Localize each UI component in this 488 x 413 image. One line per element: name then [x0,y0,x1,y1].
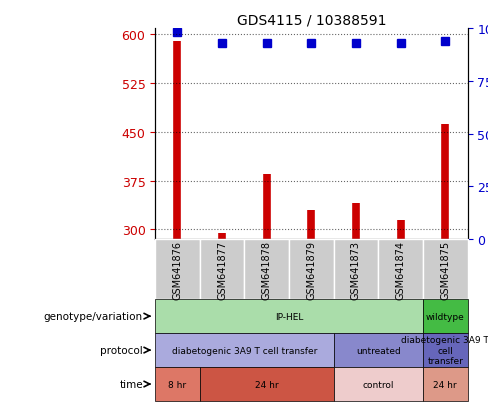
Text: GSM641879: GSM641879 [306,240,316,299]
Text: diabetogenic 3A9 T cell transfer: diabetogenic 3A9 T cell transfer [172,346,317,355]
Text: genotype/variation: genotype/variation [44,311,143,321]
Text: 8 hr: 8 hr [168,380,186,389]
Text: diabetogenic 3A9 T
cell
transfer: diabetogenic 3A9 T cell transfer [401,335,488,365]
Text: control: control [363,380,394,389]
Text: protocol: protocol [100,345,143,355]
Text: GSM641878: GSM641878 [262,240,272,299]
Text: 24 hr: 24 hr [433,380,457,389]
Text: wildtype: wildtype [426,312,465,321]
Text: 24 hr: 24 hr [255,380,279,389]
Text: GSM641873: GSM641873 [351,240,361,299]
Text: IP-HEL: IP-HEL [275,312,303,321]
Text: time: time [120,379,143,389]
Text: GSM641875: GSM641875 [440,240,450,299]
Text: GSM641877: GSM641877 [217,240,227,299]
Text: GSM641874: GSM641874 [396,240,406,299]
Title: GDS4115 / 10388591: GDS4115 / 10388591 [237,14,386,28]
Text: untreated: untreated [356,346,401,355]
Text: GSM641876: GSM641876 [172,240,183,299]
